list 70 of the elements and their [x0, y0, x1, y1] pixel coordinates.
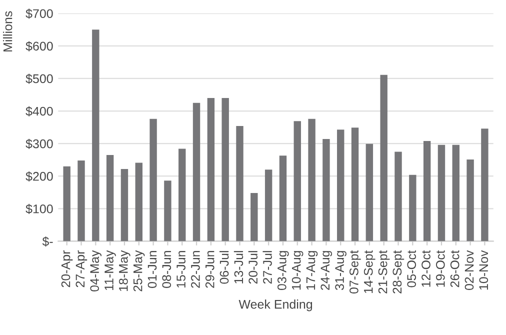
bar — [380, 74, 388, 242]
x-tick-label: 24-Aug — [320, 251, 332, 290]
y-tick-label: $600 — [26, 41, 53, 52]
y-tick-label: $500 — [26, 74, 53, 84]
bar — [308, 118, 316, 242]
bar — [106, 154, 114, 242]
x-tick-label: 08-Jun — [162, 251, 172, 288]
x-tick-label: 07-Sept — [350, 250, 361, 294]
bar — [438, 144, 446, 242]
bar — [120, 168, 128, 242]
x-tick-label: 05-Oct — [407, 250, 416, 288]
x-tick-label: 17-Aug — [306, 251, 318, 290]
bar — [207, 98, 215, 242]
x-tick-label: 12-Oct — [422, 250, 430, 287]
bar — [294, 121, 301, 242]
bar — [178, 148, 186, 242]
bar — [481, 128, 488, 242]
x-tick-label: 06-Jul — [220, 251, 229, 284]
x-tick-label: 10-Nov — [479, 250, 488, 290]
bar — [164, 180, 172, 242]
x-tick-label: 03-Aug — [277, 251, 289, 290]
x-tick-label: 19-Oct — [436, 250, 445, 287]
bar — [150, 118, 157, 242]
bar — [192, 102, 200, 242]
bar — [351, 128, 359, 242]
x-tick-label: 10-Aug — [292, 251, 304, 290]
x-tick-label: 27-Apr — [76, 250, 88, 288]
bar — [236, 126, 244, 242]
x-tick-label: 14-Sept — [364, 250, 376, 294]
bar — [423, 140, 431, 242]
x-tick-label: 21-Sept — [378, 250, 390, 294]
x-tick-label: 20-Jul — [248, 251, 258, 284]
bar — [78, 160, 85, 242]
x-tick-label: 20-Apr — [61, 250, 73, 288]
x-tick-label: 26-Oct — [450, 250, 460, 288]
bar — [394, 152, 402, 242]
bar — [250, 193, 258, 242]
x-tick-label: 01-Jun — [148, 251, 157, 288]
x-tick-label: 18-May — [118, 250, 130, 291]
x-tick-label: 13-Jul — [234, 251, 244, 284]
x-axis-title: Week Ending — [238, 300, 312, 312]
x-tick-label: 11-May — [104, 250, 116, 290]
x-tick-label: 29-Jun — [205, 251, 214, 288]
x-tick-label: 02-Nov — [464, 250, 474, 290]
x-tick-label: 04-May — [90, 250, 102, 292]
bar — [135, 162, 142, 242]
bar — [222, 98, 229, 242]
bar — [337, 130, 344, 242]
bar — [264, 170, 272, 242]
x-tick-label: 31-Aug — [335, 251, 346, 290]
x-tick-label: 22-Jun — [191, 251, 200, 288]
y-axis-title: Millions — [3, 11, 12, 52]
y-tick-label: $700 — [26, 8, 53, 19]
y-tick-label: $100 — [26, 204, 53, 214]
bar — [63, 166, 70, 242]
bar — [409, 174, 416, 242]
x-tick-label: 25-May — [133, 250, 145, 292]
y-tick-label: $400 — [26, 106, 53, 116]
bar — [466, 160, 474, 242]
bar — [366, 144, 374, 242]
x-tick-label: 15-Jun — [176, 251, 186, 288]
bar — [92, 30, 100, 242]
y-tick-label: $300 — [26, 138, 53, 149]
x-tick-label: 28-Sept — [392, 250, 404, 294]
bar — [279, 156, 287, 242]
y-tick-label: $200 — [26, 171, 53, 182]
y-tick-label: $- — [42, 236, 53, 247]
bar — [452, 144, 460, 242]
bar — [322, 139, 330, 242]
x-tick-label: 27-Jul — [262, 251, 272, 284]
